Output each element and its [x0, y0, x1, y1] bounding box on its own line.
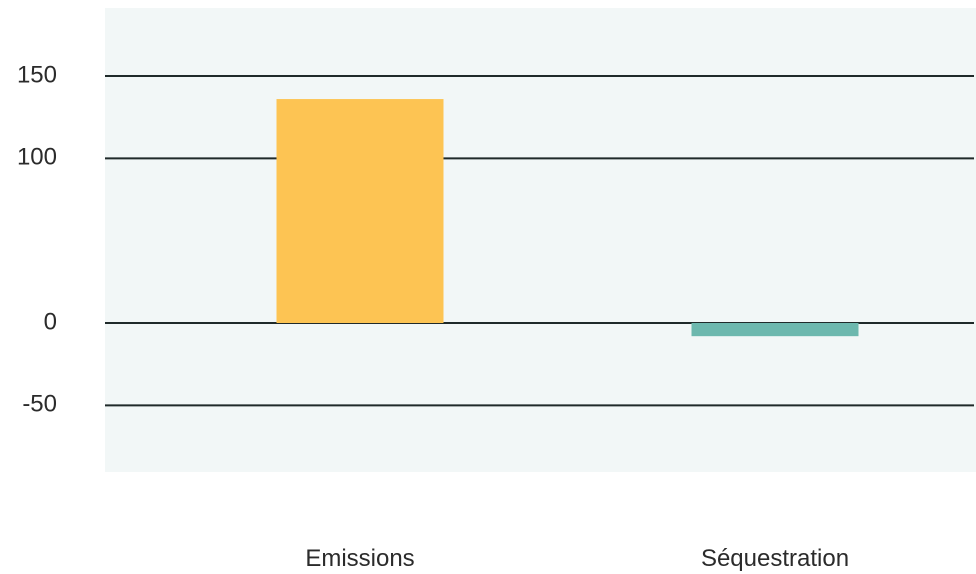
bar-emissions: [276, 99, 444, 323]
bar-sequestration: [691, 323, 859, 337]
y-tick-label: 0: [44, 308, 57, 335]
x-axis-category-labels: Emissions Séquestration: [305, 545, 849, 572]
y-tick-label: 100: [17, 144, 57, 171]
x-category-label: Emissions: [305, 545, 414, 572]
bars: [276, 99, 859, 337]
y-axis-tick-labels: -50 0 100 150: [17, 61, 57, 417]
y-tick-label: -50: [22, 391, 57, 418]
x-category-label: Séquestration: [701, 545, 849, 572]
plot-background: [105, 8, 976, 472]
y-tick-label: 150: [17, 61, 57, 88]
